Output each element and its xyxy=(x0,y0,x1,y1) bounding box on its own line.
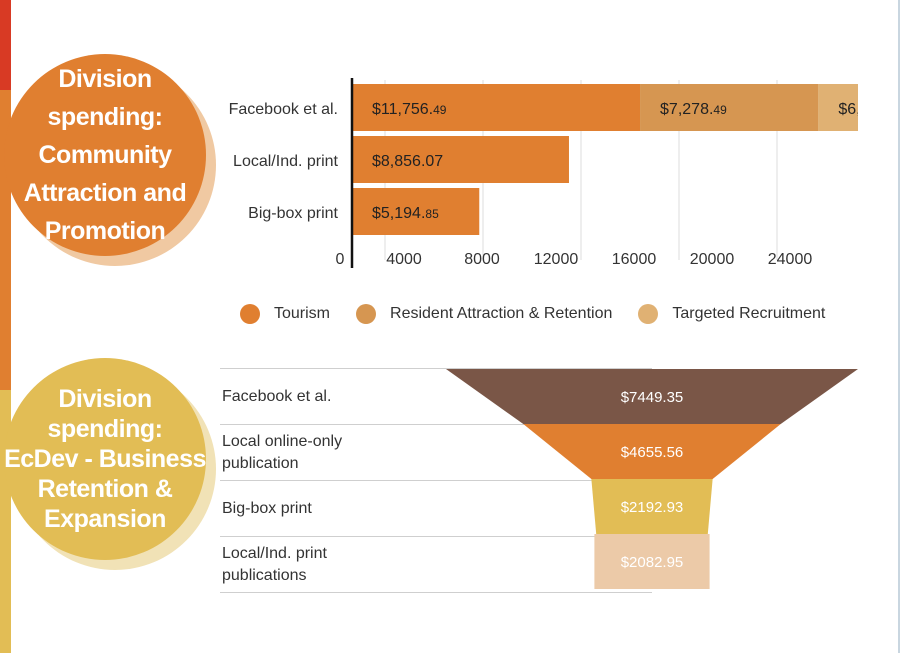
community-badge-line4: Promotion xyxy=(44,217,166,245)
bar-segment xyxy=(818,84,858,131)
x-tick-label: 4000 xyxy=(386,251,422,268)
legend-item-tourism: Tourism xyxy=(240,304,330,324)
funnel-row-label: Big-box print xyxy=(220,498,422,520)
category-label: Local/Ind. print xyxy=(233,153,339,170)
legend-swatch-resident xyxy=(356,304,377,324)
category-label: Facebook et al. xyxy=(229,101,338,118)
category-label: Big-box print xyxy=(248,205,338,222)
x-tick-label: 24000 xyxy=(768,251,813,268)
bar-value-label: $8,856.07 xyxy=(372,153,443,170)
funnel-row-label: Facebook et al. xyxy=(220,386,422,408)
funnel-label-line2: publications xyxy=(222,566,307,584)
ecdev-division-badge: Division spending: EcDev - Business Rete… xyxy=(4,358,206,560)
bar-value-label: $5,194.85 xyxy=(372,205,439,222)
funnel-row-label: Local/Ind. print publications xyxy=(220,543,422,587)
funnel-row: Local/Ind. print publications xyxy=(220,536,652,593)
funnel-category-table: Facebook et al. Local online-only public… xyxy=(220,368,652,593)
legend-label-resident: Resident Attraction & Retention xyxy=(390,305,613,322)
legend-label-recruitment: Targeted Recruitment xyxy=(672,305,826,322)
side-bar-orange-segment xyxy=(0,90,11,390)
side-bar-red-segment xyxy=(0,0,11,90)
ecdev-badge-line2: EcDev - Business xyxy=(4,445,206,473)
ecdev-badge-line3: Retention & xyxy=(37,475,173,503)
x-tick-label: 16000 xyxy=(612,251,657,268)
x-tick-label: 20000 xyxy=(690,251,735,268)
funnel-label-line1: Local online-only xyxy=(222,432,343,450)
bar-value-label: $11,756.49 xyxy=(372,101,447,118)
bar-segment xyxy=(352,136,569,183)
side-color-bar xyxy=(0,0,11,653)
legend-swatch-tourism xyxy=(240,304,260,324)
x-tick-label: 0 xyxy=(336,251,345,268)
funnel-row: Local online-only publication xyxy=(220,424,652,480)
community-badge-line1: Division spending: xyxy=(47,65,163,131)
chart-legend: Tourism Resident Attraction & Retention … xyxy=(240,304,851,324)
ecdev-badge-line4: Expansion xyxy=(44,505,166,533)
legend-label-tourism: Tourism xyxy=(274,305,331,322)
bar-segment xyxy=(352,84,641,131)
bar-segment xyxy=(640,84,819,131)
legend-item-recruitment: Targeted Recruitment xyxy=(638,304,825,324)
funnel-row-label: Local online-only publication xyxy=(220,431,422,475)
community-division-badge: Division spending: Community Attraction … xyxy=(4,54,206,256)
funnel-row: Facebook et al. xyxy=(220,368,652,424)
funnel-label-line1: Big-box print xyxy=(222,499,312,517)
funnel-label-line1: Local/Ind. print xyxy=(222,544,327,562)
bar-segment xyxy=(352,188,480,235)
community-badge-line3: Attraction and xyxy=(23,179,187,207)
side-bar-gold-segment xyxy=(0,390,11,653)
stacked-bar-chart: $11,756.49 $7,278.49 $6,094 Facebook et al.… xyxy=(229,78,858,268)
ecdev-badge-line1: Division spending: xyxy=(47,385,163,443)
funnel-row: Big-box print xyxy=(220,480,652,536)
funnel-label-line2: publication xyxy=(222,454,299,472)
bar-value-label: $7,278.49 xyxy=(660,101,727,118)
community-badge-line2: Community xyxy=(38,141,173,169)
x-tick-label: 12000 xyxy=(534,251,579,268)
funnel-label-line1: Facebook et al. xyxy=(222,387,332,405)
legend-item-resident: Resident Attraction & Retention xyxy=(356,304,612,324)
bar-value-label: $6,094 xyxy=(838,101,858,118)
right-edge-rule xyxy=(898,0,900,653)
legend-swatch-recruitment xyxy=(638,304,659,324)
x-tick-label: 8000 xyxy=(464,251,500,268)
